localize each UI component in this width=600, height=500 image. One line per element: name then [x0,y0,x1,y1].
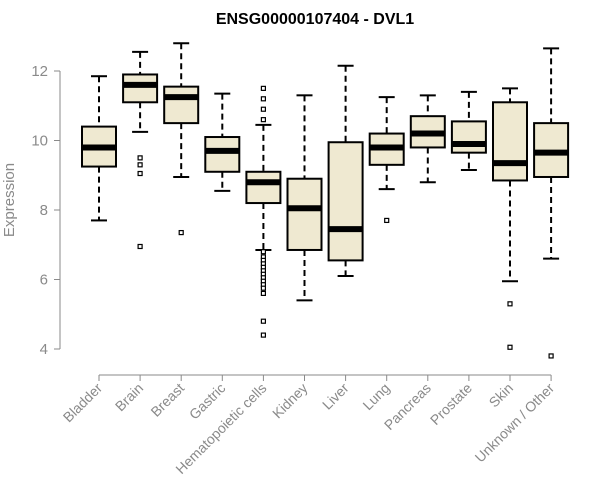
x-tick-label: Liver [319,380,352,413]
x-tick-label: Prostate [427,380,475,428]
y-tick-label: 4 [40,341,48,358]
outlier-point [384,217,390,224]
box-brain [122,50,159,250]
outlier-point [260,249,266,255]
box-unknown-other [533,47,570,359]
outlier-point [260,318,266,324]
outlier-point [260,285,266,291]
iqr-box [492,101,528,182]
iqr-box [204,136,241,173]
box-bladder [81,75,117,222]
boxes-group [81,42,570,359]
outlier-point [260,290,266,296]
iqr-box [163,85,200,125]
box-liver [327,64,364,278]
outlier-point [548,353,554,359]
y-tick-label: 10 [31,133,48,150]
outlier-point [137,155,143,161]
outlier-point [137,170,143,177]
box-lung [368,96,405,224]
outlier-point [260,96,266,102]
y-tick-label: 8 [40,202,48,219]
x-tick-label: Kidney [269,380,311,422]
iqr-box [327,141,364,262]
x-tick-label: Bladder [60,380,106,426]
box-gastric [204,92,241,192]
box-skin [492,87,528,350]
y-axis: 4 6 8 10 12 [31,63,61,358]
outlier-point [260,332,266,338]
outlier-point [260,106,266,112]
outlier-point [137,162,143,168]
box-pancreas [409,94,446,184]
x-tick-label: Brain [112,380,146,414]
chart-title: ENSG00000107404 - DVL1 [216,11,414,28]
y-axis-label: Expression [1,163,18,237]
iqr-box [286,177,323,251]
outlier-point [260,117,266,123]
iqr-box [122,73,159,104]
outlier-point [178,229,184,236]
outlier-point [507,344,513,350]
iqr-box [245,170,282,205]
box-hematopoietic-cells [245,85,282,338]
outlier-point [137,243,143,250]
y-tick-label: 6 [40,272,48,289]
x-tick-label: Breast [147,380,187,420]
y-tick-label: 12 [31,63,48,80]
outlier-point [260,85,266,91]
iqr-box [450,120,487,154]
x-tick-label: Skin [486,380,517,411]
box-kidney [286,94,323,302]
x-tick-label: Lung [359,380,392,413]
box-prostate [450,90,487,172]
outlier-point [507,301,513,307]
box-breast [163,42,200,236]
